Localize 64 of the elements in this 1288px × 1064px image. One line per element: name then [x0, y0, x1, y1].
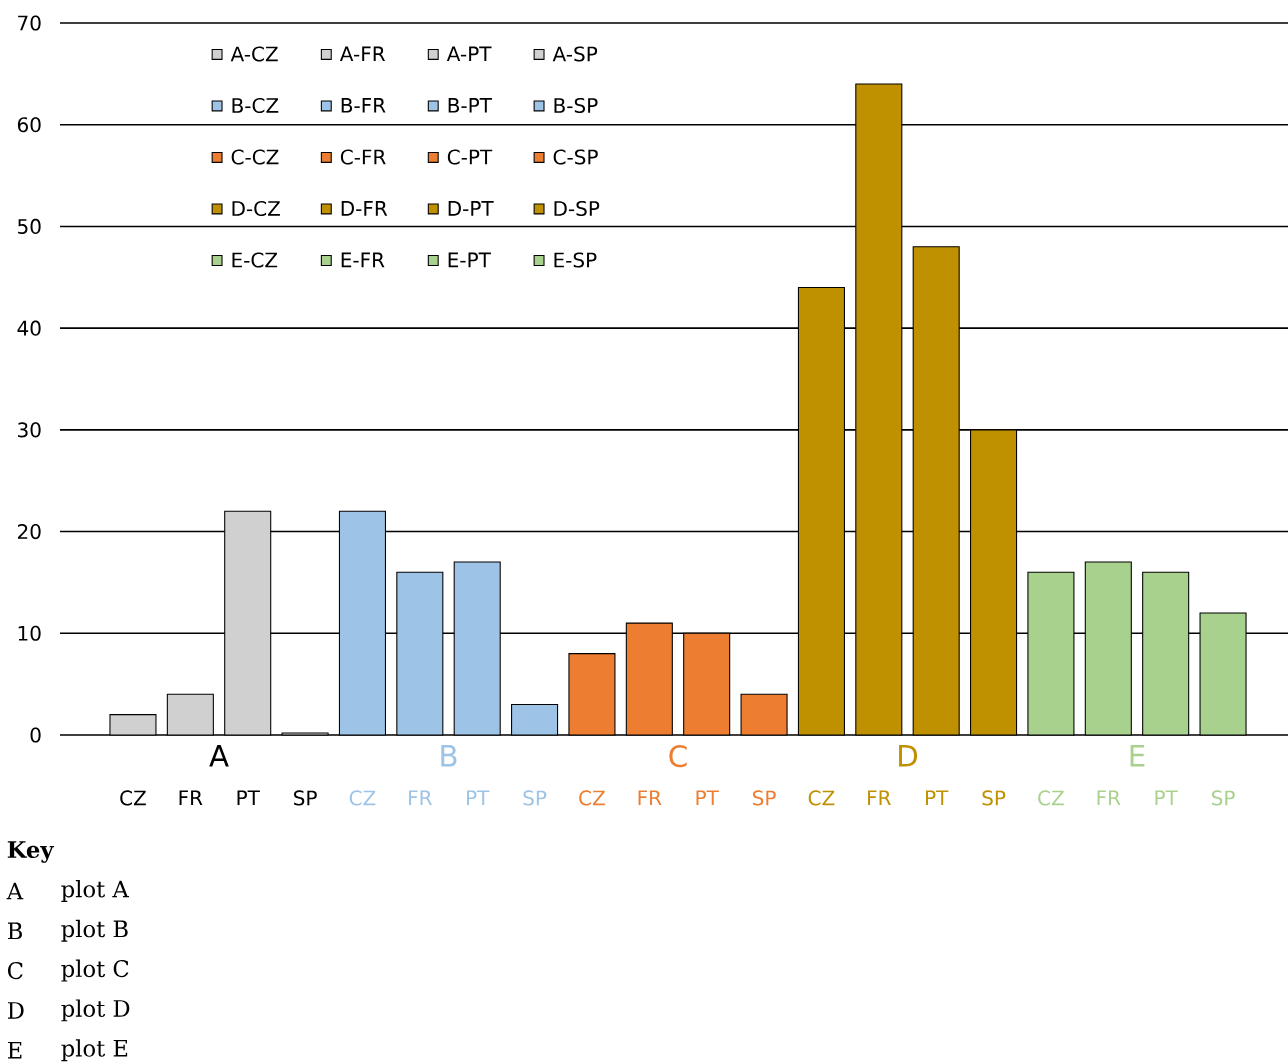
legend-label: E-CZ [232, 252, 278, 268]
legend-label: B-SP [554, 97, 598, 114]
legend-label: A-CZ [230, 46, 278, 62]
x-tick-label: PT [1155, 790, 1178, 805]
text: B [7, 922, 22, 940]
x-tick-label: CZ [349, 790, 376, 806]
x-tick-label: PT [696, 790, 719, 805]
y-tick-label: 40 [17, 320, 41, 336]
y-tick-label: 10 [18, 625, 41, 641]
x-tick-label: CZ [120, 790, 146, 806]
legend-label: B-PT [448, 98, 492, 113]
text: B [441, 745, 457, 767]
y-tick-label: 60 [17, 117, 41, 133]
x-tick-label: CZ [579, 790, 605, 806]
text: C [7, 962, 23, 980]
x-tick-label: FR [409, 790, 432, 805]
legend-label: B-FR [341, 98, 386, 113]
legend-label: A-SP [552, 46, 598, 62]
x-tick-label: FR [868, 790, 891, 805]
x-tick-label: SP [982, 790, 1006, 806]
x-tick-label: SP [523, 790, 547, 806]
legend-label: A-PT [446, 46, 492, 62]
x-tick-label: PT [926, 790, 949, 805]
legend-label: C-FR [340, 149, 386, 165]
x-tick-label: FR [1097, 790, 1121, 805]
legend-label: D-SP [554, 200, 600, 217]
text: A [209, 745, 229, 767]
legend-label: D-PT [448, 201, 494, 216]
text: plot D [61, 999, 130, 1022]
text: plot E [61, 1039, 128, 1062]
x-tick-label: SP [753, 790, 776, 806]
legend-label: E-PT [448, 252, 491, 268]
text: C [669, 745, 687, 768]
text: D [899, 745, 918, 767]
legend-label: D-CZ [232, 200, 280, 217]
text: E [1130, 745, 1145, 767]
legend-label: C-CZ [231, 149, 279, 165]
y-tick-label: 20 [17, 524, 41, 540]
text: Key [7, 841, 55, 863]
x-tick-label: SP [294, 790, 317, 806]
text: D [7, 1002, 24, 1019]
x-tick-label: PT [237, 790, 260, 805]
text: E [7, 1041, 22, 1059]
text: A [6, 882, 24, 900]
y-tick-label: 30 [18, 422, 41, 438]
y-tick-label: 0 [30, 727, 41, 743]
legend-label: B-CZ [232, 97, 279, 114]
text: plot A [61, 880, 129, 902]
y-tick-label: 70 [18, 15, 41, 31]
y-tick-label: 50 [18, 218, 41, 234]
x-tick-label: CZ [1038, 790, 1064, 806]
x-tick-label: FR [638, 790, 662, 805]
legend-label: E-FR [341, 252, 385, 268]
legend-label: E-SP [554, 252, 597, 268]
x-tick-label: SP [1211, 790, 1235, 806]
text: plot B [61, 919, 128, 942]
legend-label: C-PT [447, 149, 493, 165]
legend-label: C-SP [553, 149, 598, 165]
legend-label: D-FR [341, 201, 388, 216]
text: plot C [61, 959, 129, 982]
legend-label: A-FR [339, 46, 386, 62]
x-tick-label: FR [179, 790, 203, 805]
x-tick-label: PT [467, 790, 490, 805]
x-tick-label: CZ [808, 790, 835, 806]
